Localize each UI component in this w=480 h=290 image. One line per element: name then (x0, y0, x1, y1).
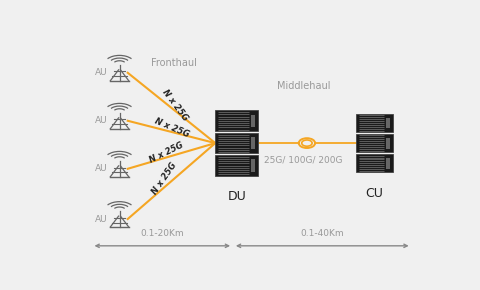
Text: N x 25G: N x 25G (160, 88, 190, 123)
Text: N x 25G: N x 25G (154, 117, 191, 139)
Text: AU: AU (95, 68, 107, 77)
Text: Middlehaul: Middlehaul (277, 81, 330, 91)
Text: 0.1-20Km: 0.1-20Km (141, 229, 184, 238)
FancyBboxPatch shape (216, 155, 258, 176)
Text: AU: AU (95, 164, 107, 173)
FancyBboxPatch shape (216, 133, 258, 153)
Text: N x 25G: N x 25G (148, 140, 185, 164)
Bar (251, 115, 255, 127)
FancyBboxPatch shape (356, 134, 393, 152)
Text: AU: AU (95, 215, 107, 224)
Text: AU: AU (95, 116, 107, 125)
FancyBboxPatch shape (216, 110, 258, 131)
FancyBboxPatch shape (356, 154, 393, 172)
Text: 25G/ 100G/ 200G: 25G/ 100G/ 200G (264, 155, 343, 164)
Text: CU: CU (365, 187, 383, 200)
FancyBboxPatch shape (356, 114, 393, 132)
Text: DU: DU (228, 190, 246, 203)
Bar (385, 117, 390, 128)
Text: Fronthaul: Fronthaul (151, 58, 196, 68)
Bar (251, 137, 255, 149)
Text: 0.1-40Km: 0.1-40Km (300, 229, 344, 238)
Bar (385, 138, 390, 148)
Bar (385, 158, 390, 169)
Text: N x 25G: N x 25G (150, 161, 178, 196)
Bar (251, 159, 255, 172)
